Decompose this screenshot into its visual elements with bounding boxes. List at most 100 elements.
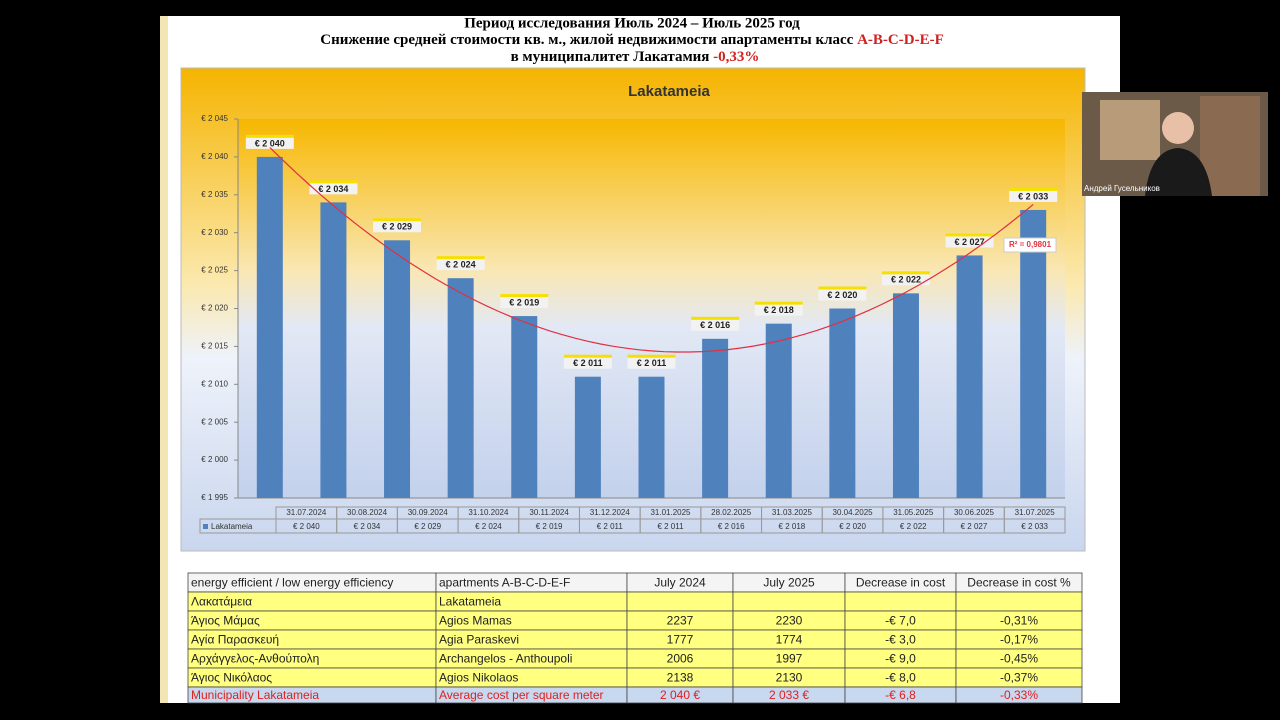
table-cell-text: Agios Nikolaos bbox=[439, 671, 518, 685]
table-cell-text: Archangelos - Anthoupoli bbox=[439, 652, 572, 666]
table-cell bbox=[955, 591, 1083, 612]
x-tick-label: 28.02.2025 bbox=[711, 508, 752, 517]
data-table-value: € 2 019 bbox=[536, 522, 563, 531]
bar bbox=[511, 316, 538, 498]
value-label-bg bbox=[627, 356, 676, 369]
value-label-bg bbox=[500, 296, 549, 309]
header-line: в муниципалитет Лакатамия -0,33% bbox=[511, 49, 760, 65]
value-label: € 2 018 bbox=[764, 305, 794, 315]
data-table-cell bbox=[1003, 518, 1066, 534]
bar bbox=[956, 255, 983, 498]
y-tick-label: € 2 040 bbox=[201, 152, 228, 161]
value-label-top bbox=[563, 354, 612, 358]
table-cell-text: Decrease in cost % bbox=[967, 576, 1071, 590]
y-tick-label: € 2 010 bbox=[201, 379, 228, 388]
table-cell-text: Agia Paraskevi bbox=[439, 633, 519, 647]
table-cell-text: -0,31% bbox=[1000, 614, 1038, 628]
table-cell-text: Αρχάγγελος-Ανθούπολη bbox=[191, 652, 319, 666]
header-line: Снижение средней стоимости кв. м., жилой… bbox=[320, 32, 944, 48]
value-label-top bbox=[627, 354, 676, 358]
x-tick-label: 31.01.2025 bbox=[650, 508, 691, 517]
table-cell bbox=[955, 686, 1083, 704]
value-label: € 2 040 bbox=[255, 138, 285, 148]
value-label: € 2 011 bbox=[637, 358, 667, 368]
table-cell-text: -€ 3,0 bbox=[885, 633, 916, 647]
table-cell bbox=[844, 591, 957, 612]
bar bbox=[765, 323, 792, 498]
data-table-value: € 2 027 bbox=[961, 522, 988, 531]
value-label-bg bbox=[818, 288, 867, 301]
table-cell-text: -0,45% bbox=[1000, 652, 1038, 666]
value-label: € 2 020 bbox=[827, 290, 857, 300]
value-label-bg bbox=[754, 303, 803, 316]
value-label-top bbox=[881, 271, 930, 275]
data-table-value: € 2 011 bbox=[597, 522, 624, 531]
table-cell-text: July 2025 bbox=[763, 576, 815, 590]
table-cell-text: Αγία Παρασκευή bbox=[191, 633, 279, 647]
table-cell-text: -0,33% bbox=[1000, 688, 1038, 702]
x-tick-label: 31.03.2025 bbox=[772, 508, 813, 517]
x-tick-label: 30.09.2024 bbox=[408, 508, 449, 517]
value-label: € 2 033 bbox=[1018, 191, 1048, 201]
value-label: € 2 029 bbox=[382, 222, 412, 232]
table-cell-text: 2237 bbox=[667, 614, 694, 628]
table-cell-text: Άγιος Νικόλαος bbox=[191, 671, 272, 685]
value-label-top bbox=[245, 134, 294, 138]
trendline bbox=[269, 146, 1034, 353]
y-tick-label: € 2 030 bbox=[201, 228, 228, 237]
bar bbox=[638, 376, 665, 498]
value-label-top bbox=[818, 286, 867, 290]
x-tick-label: 31.07.2024 bbox=[286, 508, 327, 517]
data-table-value: € 2 033 bbox=[1021, 522, 1048, 531]
value-label: € 2 022 bbox=[891, 275, 921, 285]
y-tick-label: € 2 025 bbox=[201, 266, 228, 275]
table-cell-text: 2006 bbox=[667, 652, 694, 666]
value-label-bg bbox=[245, 136, 294, 149]
data-table-value: € 2 020 bbox=[839, 522, 866, 531]
data-table-value: € 2 029 bbox=[414, 522, 441, 531]
value-label: € 2 011 bbox=[573, 358, 603, 368]
y-tick-label: € 2 045 bbox=[201, 114, 228, 123]
bar bbox=[892, 293, 919, 498]
bar bbox=[702, 338, 729, 498]
table-cell-text: -€ 8,0 bbox=[885, 671, 916, 685]
bar bbox=[256, 156, 283, 498]
value-label: € 2 024 bbox=[446, 260, 476, 270]
value-label-top bbox=[691, 316, 740, 320]
data-table-value: € 2 034 bbox=[354, 522, 381, 531]
data-table-value: € 2 016 bbox=[718, 522, 745, 531]
value-label-top bbox=[754, 301, 803, 305]
x-tick-label: 31.07.2025 bbox=[1015, 508, 1056, 517]
x-tick-label: 30.06.2025 bbox=[954, 508, 995, 517]
table-cell-text: 1997 bbox=[776, 652, 803, 666]
table-cell-text: Λακατάμεια bbox=[191, 595, 252, 609]
value-label-top bbox=[373, 218, 422, 222]
x-tick-label: 30.08.2024 bbox=[347, 508, 388, 517]
header-line: Период исследования Июль 2024 – Июль 202… bbox=[464, 15, 800, 31]
table-cell-text: Lakatameia bbox=[439, 595, 501, 609]
table-cell-text: -€ 7,0 bbox=[885, 614, 916, 628]
value-label-top bbox=[1009, 187, 1058, 191]
value-label: € 2 016 bbox=[700, 320, 730, 330]
bar bbox=[447, 278, 474, 498]
value-label-top bbox=[309, 180, 358, 184]
data-table-value: € 2 022 bbox=[900, 522, 927, 531]
chart-title: Lakatameia bbox=[628, 83, 710, 100]
trend-annotation-bg bbox=[1003, 237, 1057, 253]
table-cell-text: -€ 6,8 bbox=[885, 688, 916, 702]
y-tick-label: € 2 035 bbox=[201, 190, 228, 199]
table-cell-text: July 2024 bbox=[654, 576, 706, 590]
value-label: € 2 019 bbox=[509, 297, 539, 307]
y-tick-label: € 2 015 bbox=[201, 342, 228, 351]
table-cell-text: Decrease in cost bbox=[856, 576, 946, 590]
legend-label: Lakatameia bbox=[211, 522, 253, 531]
x-tick-label: 31.05.2025 bbox=[893, 508, 934, 517]
table-cell-text: Agios Mamas bbox=[439, 614, 512, 628]
table-cell-text: 2230 bbox=[776, 614, 803, 628]
table-cell-text: 2130 bbox=[776, 671, 803, 685]
value-label-bg bbox=[881, 273, 930, 286]
value-label-bg bbox=[309, 182, 358, 195]
participant-name: Андрей Гусельников bbox=[1084, 184, 1160, 193]
table-cell-text: 2 040 € bbox=[660, 688, 700, 702]
value-label-bg bbox=[563, 356, 612, 369]
